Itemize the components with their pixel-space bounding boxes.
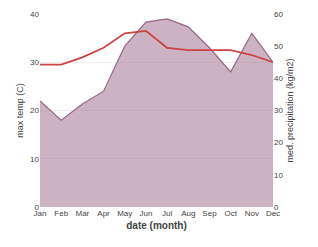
svg-text:0: 0 <box>274 203 279 212</box>
svg-text:30: 30 <box>274 106 283 115</box>
svg-text:Aug: Aug <box>181 209 195 218</box>
svg-text:Mar: Mar <box>75 209 89 218</box>
svg-text:20: 20 <box>30 106 39 115</box>
svg-text:Nov: Nov <box>245 209 259 218</box>
svg-text:Jun: Jun <box>139 209 152 218</box>
svg-text:10: 10 <box>30 155 39 164</box>
svg-text:Jan: Jan <box>34 209 47 218</box>
svg-text:Dec: Dec <box>266 209 280 218</box>
svg-text:40: 40 <box>274 74 283 83</box>
svg-text:med. precipitation (kg/m2): med. precipitation (kg/m2) <box>285 58 295 162</box>
svg-text:Apr: Apr <box>97 209 110 218</box>
svg-text:date (month): date (month) <box>126 220 187 231</box>
svg-text:50: 50 <box>274 42 283 51</box>
svg-text:Sep: Sep <box>202 209 217 218</box>
svg-text:40: 40 <box>30 10 39 19</box>
svg-text:20: 20 <box>274 138 283 147</box>
svg-text:30: 30 <box>30 58 39 67</box>
svg-text:max temp (C): max temp (C) <box>15 83 25 138</box>
svg-text:Oct: Oct <box>224 209 237 218</box>
svg-text:Jul: Jul <box>162 209 172 218</box>
svg-text:May: May <box>117 209 132 218</box>
svg-text:Feb: Feb <box>54 209 68 218</box>
svg-text:10: 10 <box>274 171 283 180</box>
svg-text:60: 60 <box>274 10 283 19</box>
svg-text:0: 0 <box>35 203 40 212</box>
